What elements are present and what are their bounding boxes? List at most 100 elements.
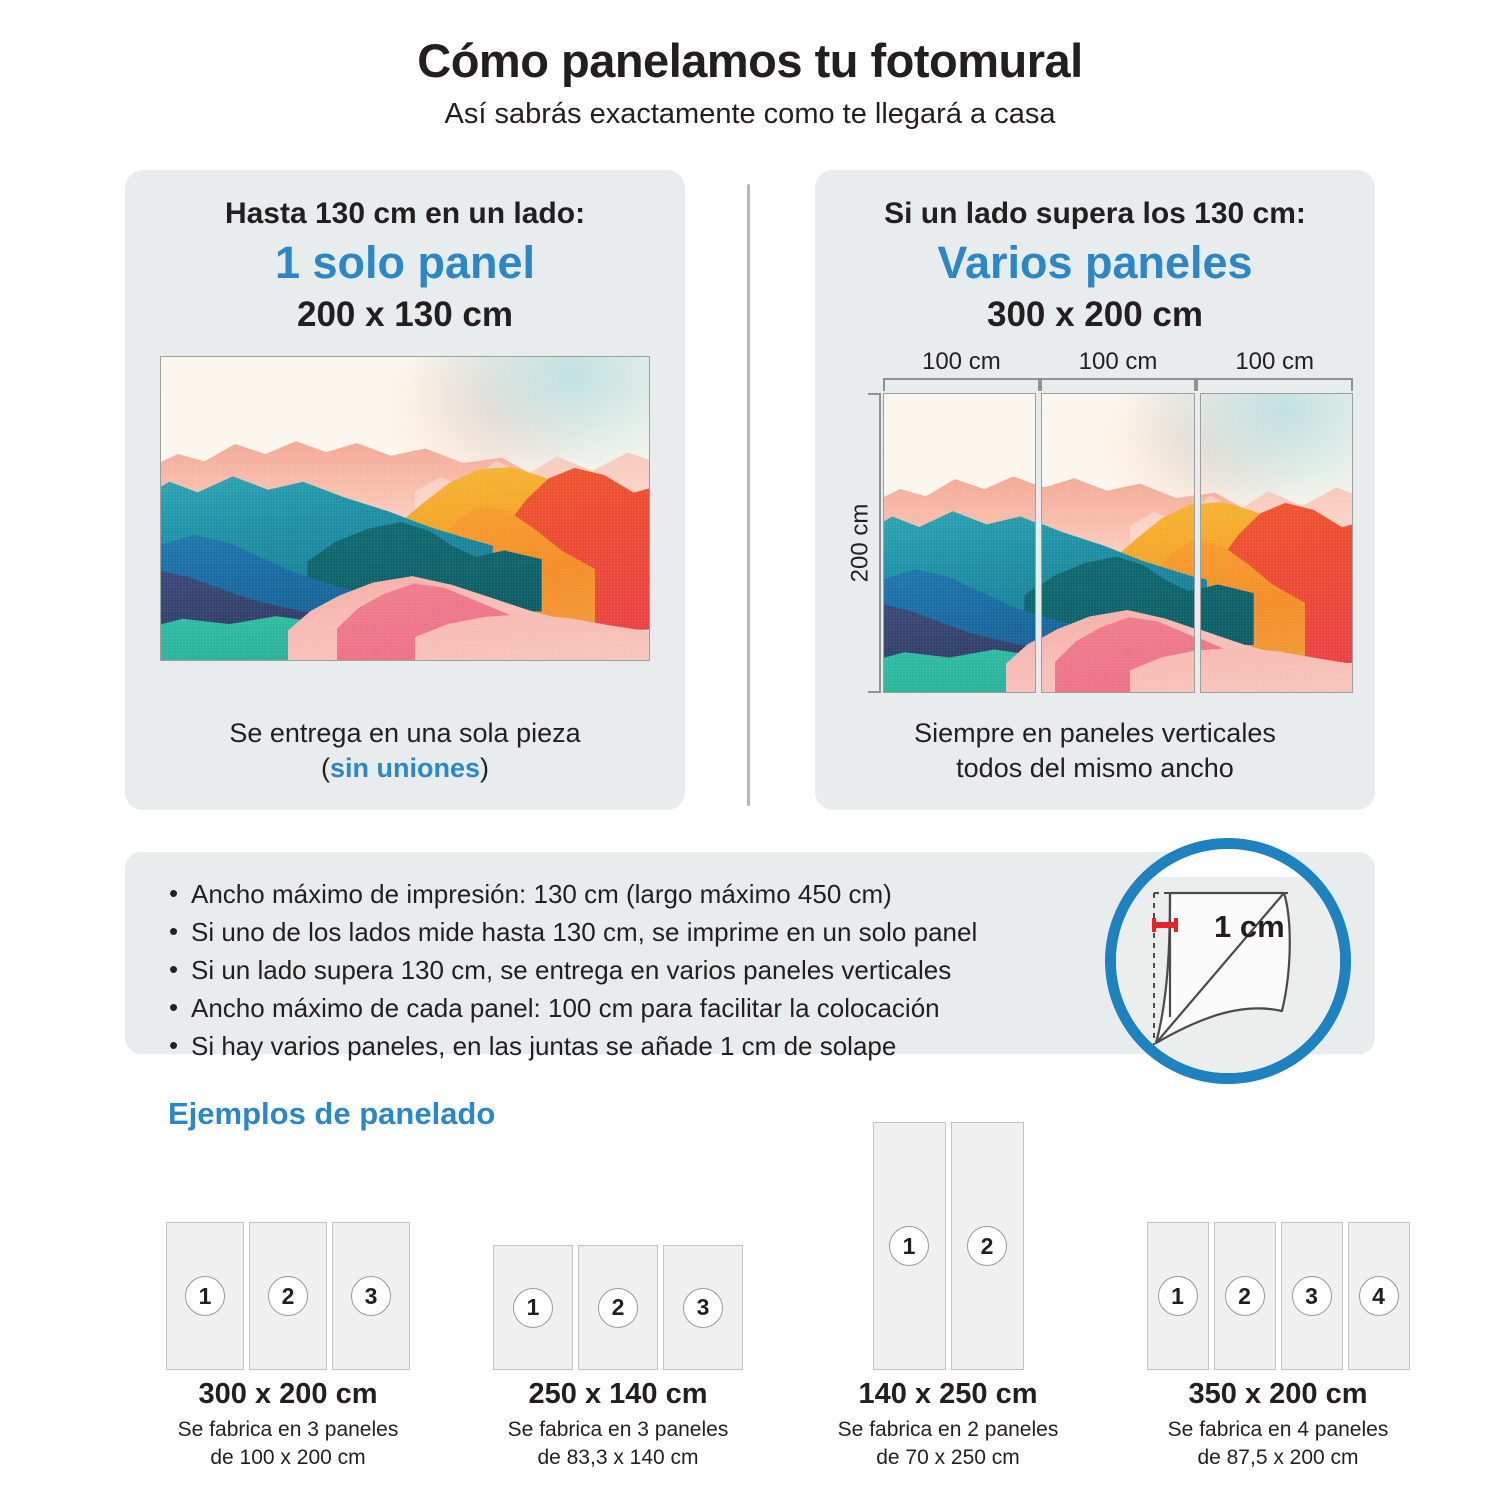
dimension-bar-2	[1039, 378, 1197, 391]
mural-panels-body: 200 cm	[837, 393, 1353, 693]
panel-number: 4	[1358, 1276, 1399, 1316]
example-panel: 2	[249, 1222, 327, 1370]
card-left-title: Hasta 130 cm en un lado:	[224, 197, 586, 230]
example-panel-group: 1 2 3	[473, 1100, 763, 1370]
mural-artwork-slice	[884, 394, 1036, 692]
panel-number: 2	[268, 1276, 308, 1316]
page-header: Cómo panelamos tu fotomural Así sabrás e…	[0, 0, 1500, 131]
mural-artwork-slice	[1200, 394, 1352, 692]
example-panel: 3	[663, 1245, 743, 1370]
list-item: Ancho máximo de cada panel: 100 cm para …	[165, 989, 1335, 1028]
mural-panel-2	[1041, 393, 1195, 693]
panel-width-label-1: 100 cm	[921, 348, 1001, 375]
panel-number: 3	[351, 1276, 391, 1316]
example-panel-group: 1 2 3 4	[1133, 1100, 1423, 1370]
example-140x250: 1 2 140 x 250 cm Se fabrica en 2 paneles…	[803, 1100, 1093, 1472]
example-size: 350 x 200 cm	[1188, 1378, 1368, 1410]
panel-number: 3	[683, 1287, 723, 1328]
panel-width-label-2: 100 cm	[1078, 348, 1158, 375]
mural-panel-3	[1199, 393, 1353, 693]
card-left-size: 200 x 130 cm	[296, 294, 513, 334]
example-size: 300 x 200 cm	[198, 1378, 378, 1410]
overlap-detail-badge: 1 cm	[1105, 838, 1351, 1084]
example-panel-group: 1 2	[803, 1100, 1093, 1370]
panel-number: 1	[1157, 1276, 1198, 1316]
paren-close: )	[480, 752, 489, 783]
example-description: Se fabrica en 4 paneles de 87,5 x 200 cm	[1133, 1416, 1423, 1472]
comparison-cards: Hasta 130 cm en un lado: 1 solo panel 20…	[125, 170, 1375, 810]
list-item: Si uno de los lados mide hasta 130 cm, s…	[165, 913, 1335, 952]
example-desc-line1: Se fabrica en 4 paneles	[1167, 1418, 1389, 1441]
examples-heading: Ejemplos de panelado	[168, 1096, 496, 1131]
example-description: Se fabrica en 3 paneles de 100 x 200 cm	[143, 1416, 433, 1472]
overlap-diagram: 1 cm	[1116, 849, 1340, 1073]
panel-number: 2	[967, 1226, 1007, 1266]
list-item: Si un lado supera 130 cm, se entrega en …	[165, 951, 1335, 990]
curled-paper-icon	[1116, 849, 1340, 1073]
example-panel: 2	[950, 1122, 1024, 1370]
panel-number: 1	[513, 1287, 553, 1328]
card-right-footer: Siempre en paneles verticales todos del …	[914, 716, 1276, 786]
example-desc-line1: Se fabrica en 3 paneles	[177, 1418, 399, 1441]
panel-number: 1	[889, 1226, 929, 1266]
specifications-list: Ancho máximo de impresión: 130 cm (largo…	[165, 875, 1335, 1066]
example-desc-line2: de 87,5 x 200 cm	[1197, 1446, 1359, 1470]
example-desc-line1: Se fabrica en 3 paneles	[507, 1418, 729, 1441]
mural-panel-1	[883, 393, 1037, 693]
panel-number: 2	[598, 1287, 638, 1328]
panel-width-label-3: 100 cm	[1235, 348, 1315, 375]
page-title: Cómo panelamos tu fotomural	[417, 34, 1083, 87]
example-panel: 1	[872, 1122, 946, 1370]
examples-section: 1 2 3 300 x 200 cm Se fabrica en 3 panel…	[125, 1100, 1410, 1480]
mural-preview-single	[160, 356, 650, 661]
panel-number: 1	[185, 1276, 225, 1316]
example-size: 250 x 140 cm	[528, 1378, 708, 1410]
mural-preview-multi	[883, 393, 1353, 693]
card-right-size: 300 x 200 cm	[986, 294, 1203, 334]
card-left-footer: Se entrega en una sola pieza (sin unione…	[229, 716, 580, 786]
example-panel: 2	[1213, 1222, 1276, 1370]
card-single-panel: Hasta 130 cm en un lado: 1 solo panel 20…	[125, 170, 685, 810]
paren-open: (	[320, 752, 330, 783]
panel-width-dimension: 100 cm	[1196, 348, 1354, 391]
panel-width-dimension: 100 cm	[883, 348, 1040, 391]
card-right-footer-line1: Siempre en paneles verticales	[914, 717, 1276, 748]
overlap-label: 1 cm	[1214, 909, 1285, 944]
example-desc-line2: de 83,3 x 140 cm	[537, 1446, 699, 1470]
example-350x200: 1 2 3 4 350 x 200 cm Se fabrica en 4 pan…	[1133, 1100, 1423, 1472]
example-panel: 3	[1280, 1222, 1343, 1370]
example-panel: 1	[166, 1222, 244, 1370]
example-panel-group: 1 2 3	[143, 1100, 433, 1370]
example-300x200: 1 2 3 300 x 200 cm Se fabrica en 3 panel…	[143, 1100, 433, 1472]
dimension-bar-vertical	[868, 393, 881, 693]
list-item: Si hay varios paneles, en las juntas se …	[165, 1027, 1335, 1066]
example-panel: 2	[578, 1245, 658, 1370]
card-left-footer-line1: Se entrega en una sola pieza	[229, 717, 581, 748]
example-desc-line2: de 70 x 250 cm	[876, 1446, 1020, 1470]
mural-dark-teal-valley	[1024, 556, 1036, 645]
page-subtitle: Así sabrás exactamente como te llegará a…	[444, 98, 1056, 131]
panel-height-label: 200 cm	[846, 503, 874, 583]
card-left-footer-line2: (sin uniones)	[229, 751, 580, 786]
example-size: 140 x 250 cm	[858, 1378, 1038, 1410]
card-right-title: Si un lado supera los 130 cm:	[884, 197, 1306, 230]
dimension-bar-1	[883, 378, 1040, 391]
example-description: Se fabrica en 3 paneles de 83,3 x 140 cm	[473, 1416, 763, 1472]
example-desc-line2: de 100 x 200 cm	[210, 1446, 366, 1470]
panel-number: 2	[1224, 1276, 1265, 1316]
card-right-footer-line2: todos del mismo ancho	[956, 752, 1234, 783]
example-desc-line1: Se fabrica en 2 paneles	[837, 1418, 1059, 1441]
example-panel: 1	[493, 1245, 573, 1370]
dimension-bar-3	[1196, 378, 1354, 391]
card-left-highlight: 1 solo panel	[274, 237, 536, 288]
cards-divider	[747, 184, 750, 806]
panel-width-dimensions: 100 cm 100 cm 100 cm	[883, 348, 1354, 391]
card-multi-panel: Si un lado supera los 130 cm: Varios pan…	[815, 170, 1375, 810]
card-left-footer-accent: sin uniones	[329, 752, 480, 783]
example-panel: 1	[1146, 1222, 1209, 1370]
mural-artwork-slice	[1042, 394, 1194, 692]
example-panel: 3	[332, 1222, 410, 1370]
list-item: Ancho máximo de impresión: 130 cm (largo…	[165, 875, 1335, 914]
card-right-highlight: Varios paneles	[937, 237, 1253, 288]
panel-width-dimension: 100 cm	[1039, 348, 1197, 391]
